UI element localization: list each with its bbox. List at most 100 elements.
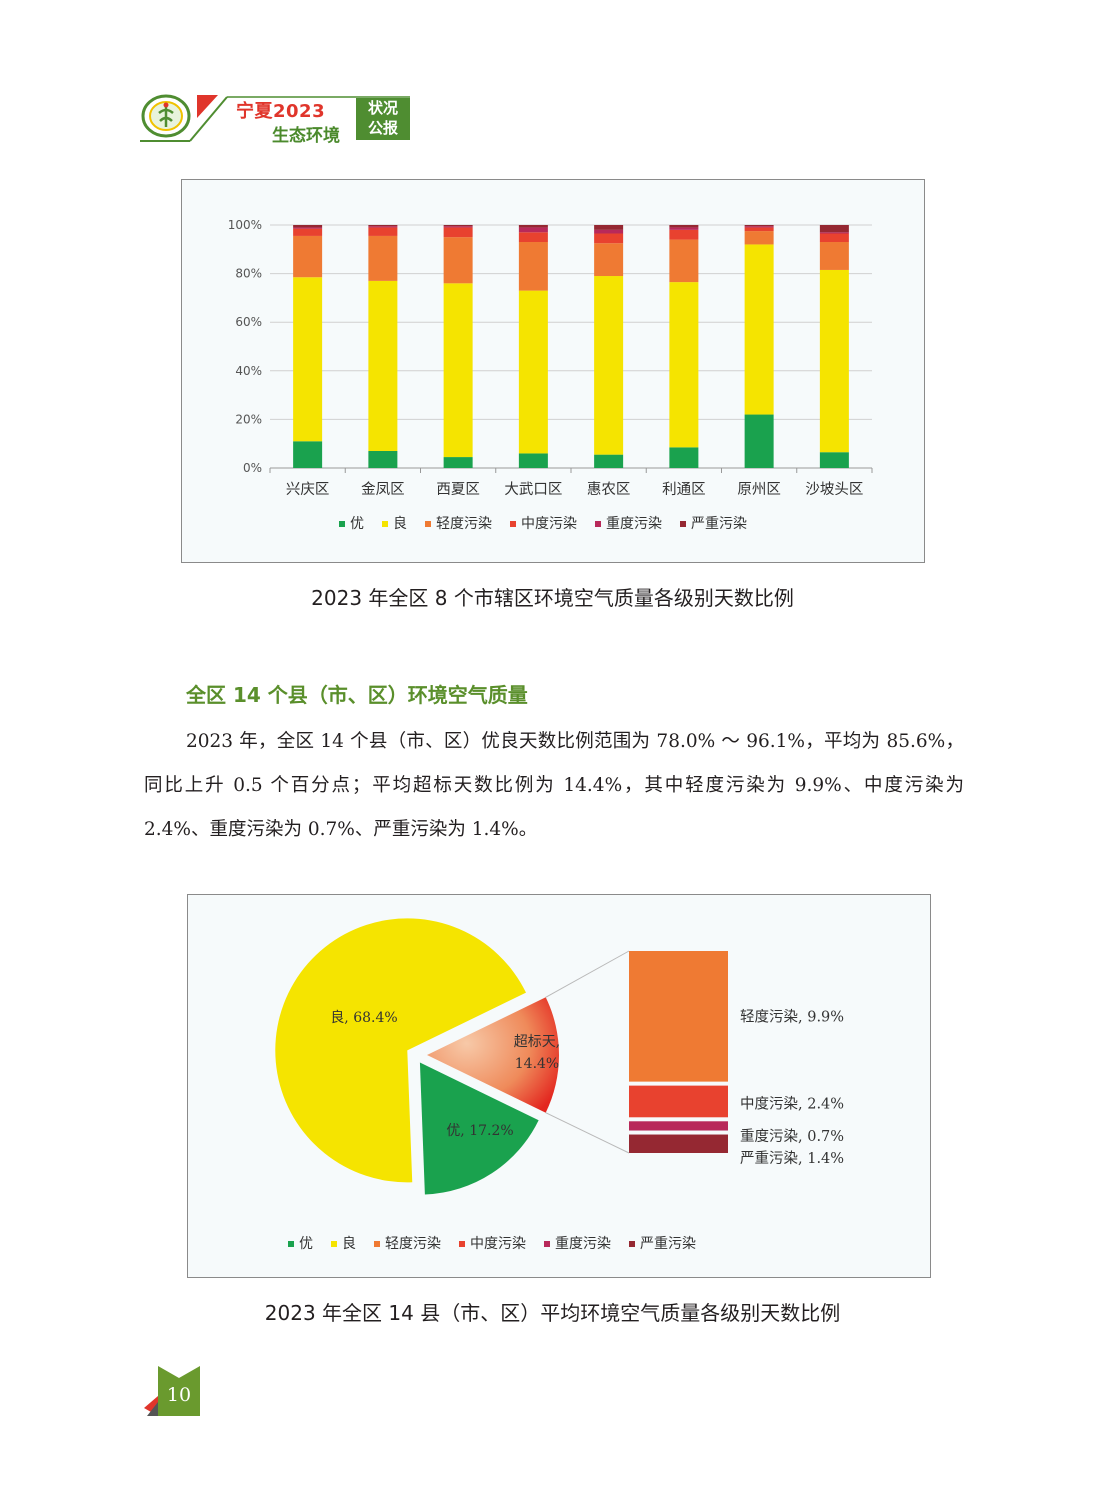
bar-segment [518, 453, 548, 468]
bar-segment [293, 441, 323, 468]
legend-label: 严重污染 [640, 1236, 696, 1252]
pie-slice-liang [275, 918, 527, 1183]
y-tick-label: 40% [235, 364, 262, 378]
stacked-bar-chart: 0% 20% 40% 60% 80% 100% 兴庆区 金凤区 西夏区 大武口区 惠农区 利通区 原州区… [228, 218, 873, 498]
legend-swatch [510, 521, 516, 527]
bar-segment [518, 225, 548, 228]
bar-segment [293, 227, 323, 229]
breakdown-segment [629, 951, 728, 1082]
bar-segment [518, 290, 548, 454]
legend-label: 轻度污染 [385, 1236, 441, 1252]
bar-segment [819, 225, 849, 233]
legend-swatch [339, 521, 345, 527]
section-heading: 全区 14 个县（市、区）环境空气质量 [186, 683, 528, 707]
bar-segment [443, 226, 473, 228]
bar-segment [744, 244, 774, 415]
legend-swatch [680, 521, 686, 527]
header-tag-line2: 公报 [367, 119, 398, 137]
legend-item: 良 [382, 513, 407, 533]
section-paragraph: 2023 年，全区 14 个县（市、区）优良天数比例范围为 78.0% ～ 96… [144, 731, 964, 840]
legend-item: 严重污染 [629, 1233, 696, 1253]
page-number-badge [158, 1366, 200, 1416]
bar-segment [669, 229, 699, 240]
bar-segment [744, 414, 774, 468]
bar-segment [669, 447, 699, 468]
bar-segment [368, 225, 398, 227]
legend-swatch [331, 1241, 337, 1247]
bar-segment [819, 452, 849, 468]
legend-item: 轻度污染 [425, 513, 492, 533]
x-tick-label: 利通区 [662, 481, 706, 498]
bar-segment [293, 225, 323, 228]
bar-segment [518, 227, 548, 233]
pie-label-liang: 良, 68.4% [330, 1010, 397, 1026]
legend-swatch [288, 1241, 294, 1247]
bar-segment [443, 283, 473, 458]
bar-segment [368, 450, 398, 468]
connector-line [545, 1112, 630, 1154]
connector-line [545, 950, 630, 998]
legend-item: 优 [288, 1233, 313, 1253]
header-title-line2: 生态环境 [272, 126, 340, 146]
pie-label-exceedance-value: 14.4% [515, 1056, 559, 1072]
bar-segment [594, 225, 624, 230]
header-tag-line1: 状况 [367, 99, 398, 117]
bar-segment [594, 229, 624, 234]
page-number: 10 [166, 1384, 192, 1406]
bar-segment [819, 232, 849, 234]
legend-label: 优 [350, 516, 364, 532]
pie-label-exceedance-name: 超标天, [514, 1034, 560, 1050]
pie-slice-exceedance [427, 997, 559, 1113]
bar-segment [744, 227, 774, 232]
bar-segment [744, 226, 774, 228]
pie-label-you: 优, 17.2% [446, 1123, 513, 1139]
stacked-bar-chart-figure: 0% 20% 40% 60% 80% 100% 兴庆区 金凤区 西夏区 大武口区 惠农区 利通区 原州区… [181, 179, 925, 563]
legend-label: 中度污染 [470, 1236, 526, 1252]
legend-swatch [459, 1241, 465, 1247]
bar-segment [293, 235, 323, 278]
page-corner-decoration [144, 1396, 158, 1416]
x-tick-label: 金凤区 [361, 481, 405, 498]
legend-swatch [544, 1241, 550, 1247]
bar-segment [594, 233, 624, 244]
legend-item: 中度污染 [459, 1233, 526, 1253]
x-tick-label: 惠农区 [587, 481, 631, 498]
breakdown-segment [629, 1085, 728, 1118]
x-tick-label: 沙坡头区 [805, 481, 863, 498]
page-header: 宁夏2023 生态环境 状况 公报 [0, 0, 1105, 160]
x-tick-label: 兴庆区 [286, 481, 330, 498]
y-tick-label: 20% [235, 412, 262, 426]
bar-chart-legend: 优 良 轻度污染 中度污染 重度污染 严重污染 [339, 513, 765, 533]
bar-segment [293, 228, 323, 236]
bar-segment [368, 226, 398, 228]
legend-item: 优 [339, 513, 364, 533]
bar-segment [594, 243, 624, 277]
legend-swatch [629, 1241, 635, 1247]
y-tick-label: 60% [235, 315, 262, 329]
y-tick-label: 80% [235, 267, 262, 281]
bar-segment [368, 227, 398, 236]
pie-chart-figure: 轻度污染, 9.9% 中度污染, 2.4% 重度污染, 0.7% 严重污染, 1.4%… [187, 894, 931, 1278]
breakdown-label: 重度污染, 0.7% [740, 1128, 844, 1145]
breakdown-label: 轻度污染, 9.9% [740, 1008, 844, 1025]
legend-item: 严重污染 [680, 513, 747, 533]
bar-segment [669, 239, 699, 283]
header-title-line1: 宁夏2023 [236, 101, 326, 122]
header-tag: 状况 公报 [356, 98, 410, 140]
y-tick-label: 100% [228, 218, 262, 232]
bar-segment [368, 280, 398, 451]
breakdown-label: 严重污染, 1.4% [740, 1150, 844, 1167]
bar-segment [669, 225, 699, 228]
legend-item: 轻度污染 [374, 1233, 441, 1253]
bar-segment [518, 242, 548, 291]
bar-segment [368, 235, 398, 281]
legend-label: 中度污染 [521, 516, 577, 532]
emblem-icon [141, 94, 191, 138]
bar-segment [293, 277, 323, 442]
breakdown-segment [629, 1121, 728, 1131]
bar-segment [744, 231, 774, 245]
pie-chart-legend: 优 良 轻度污染 中度污染 重度污染 严重污染 [288, 1233, 714, 1253]
legend-item: 重度污染 [595, 513, 662, 533]
legend-item: 良 [331, 1233, 356, 1253]
pie-of-bar-chart: 轻度污染, 9.9% 中度污染, 2.4% 重度污染, 0.7% 严重污染, 1.4%… [275, 918, 844, 1195]
